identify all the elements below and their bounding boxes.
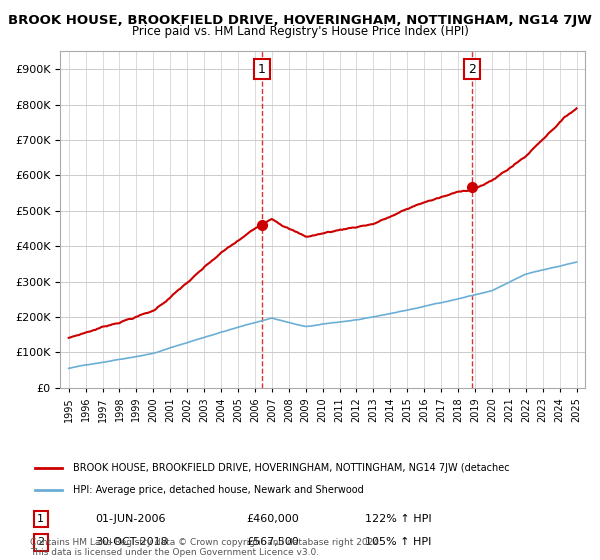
Text: 30-OCT-2018: 30-OCT-2018 bbox=[95, 537, 167, 547]
Text: 2: 2 bbox=[468, 63, 476, 76]
Text: 2: 2 bbox=[37, 537, 44, 547]
Text: 1: 1 bbox=[37, 514, 44, 524]
Text: 01-JUN-2006: 01-JUN-2006 bbox=[95, 514, 166, 524]
Text: 1: 1 bbox=[258, 63, 266, 76]
Text: 105% ↑ HPI: 105% ↑ HPI bbox=[365, 537, 431, 547]
Text: HPI: Average price, detached house, Newark and Sherwood: HPI: Average price, detached house, Newa… bbox=[73, 485, 364, 495]
Text: Price paid vs. HM Land Registry's House Price Index (HPI): Price paid vs. HM Land Registry's House … bbox=[131, 25, 469, 38]
Text: 122% ↑ HPI: 122% ↑ HPI bbox=[365, 514, 431, 524]
Text: £567,500: £567,500 bbox=[246, 537, 299, 547]
Text: Contains HM Land Registry data © Crown copyright and database right 2024.
This d: Contains HM Land Registry data © Crown c… bbox=[30, 538, 382, 557]
Text: £460,000: £460,000 bbox=[246, 514, 299, 524]
Text: BROOK HOUSE, BROOKFIELD DRIVE, HOVERINGHAM, NOTTINGHAM, NG14 7JW (detachec: BROOK HOUSE, BROOKFIELD DRIVE, HOVERINGH… bbox=[73, 463, 510, 473]
Text: BROOK HOUSE, BROOKFIELD DRIVE, HOVERINGHAM, NOTTINGHAM, NG14 7JW: BROOK HOUSE, BROOKFIELD DRIVE, HOVERINGH… bbox=[8, 14, 592, 27]
